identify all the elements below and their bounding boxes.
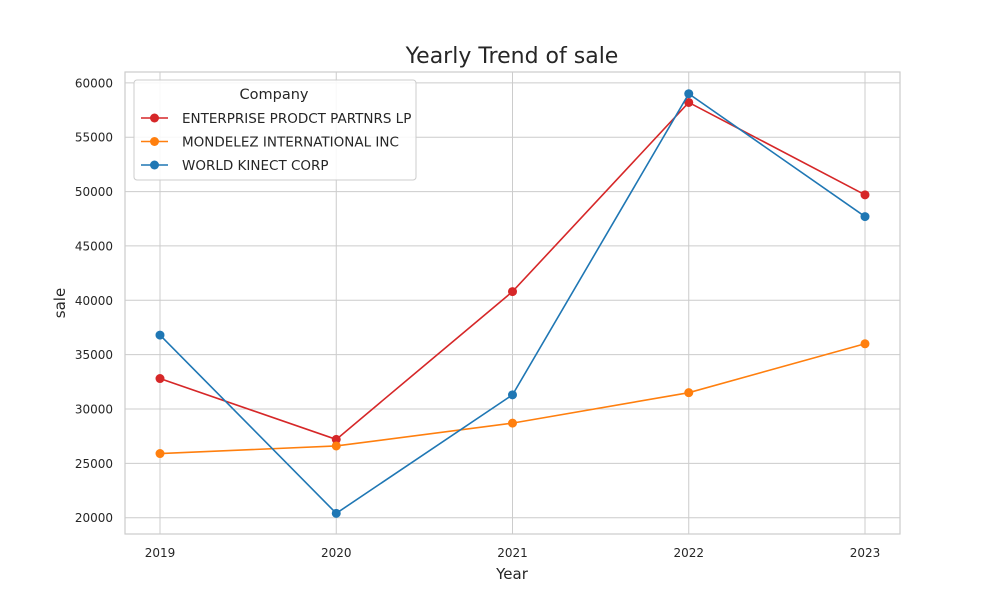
y-tick-label: 30000 bbox=[75, 402, 113, 416]
data-point bbox=[860, 339, 870, 349]
y-tick-label: 40000 bbox=[75, 294, 113, 308]
legend-label: MONDELEZ INTERNATIONAL INC bbox=[182, 135, 399, 151]
data-point bbox=[508, 390, 517, 400]
x-axis-ticks: 2019 2020 2021 2022 2023 bbox=[145, 546, 881, 560]
plot-area-frame bbox=[124, 71, 901, 535]
x-tick-label: 2022 bbox=[673, 546, 704, 560]
y-tick-label: 25000 bbox=[75, 457, 113, 471]
y-tick-label: 55000 bbox=[75, 131, 113, 145]
y-tick-label: 60000 bbox=[75, 76, 113, 90]
legend: Company ENTERPRISE PRODCT PARTNRS LP MOND… bbox=[133, 79, 417, 181]
data-point bbox=[155, 330, 165, 340]
data-point bbox=[684, 388, 694, 398]
data-point bbox=[508, 287, 517, 297]
series-2 bbox=[155, 339, 870, 459]
y-tick-label: 35000 bbox=[75, 348, 113, 362]
series-3 bbox=[155, 89, 870, 518]
data-point bbox=[155, 374, 165, 384]
legend-item: WORLD KINECT CORP bbox=[141, 158, 329, 174]
legend-item: ENTERPRISE PRODCT PARTNRS LP bbox=[141, 111, 411, 127]
data-point bbox=[331, 508, 341, 518]
data-point bbox=[860, 190, 870, 200]
data-point bbox=[508, 418, 517, 428]
legend-label: ENTERPRISE PRODCT PARTNRS LP bbox=[182, 111, 411, 127]
x-tick-label: 2020 bbox=[321, 546, 352, 560]
series-lines bbox=[155, 89, 870, 518]
x-tick-label: 2021 bbox=[497, 546, 528, 560]
series-1 bbox=[155, 97, 870, 444]
y-axis-label: sale bbox=[51, 288, 69, 318]
data-point bbox=[331, 441, 341, 451]
legend-title: Company bbox=[240, 87, 309, 103]
legend-label: WORLD KINECT CORP bbox=[182, 158, 329, 174]
chart-title: Yearly Trend of sale bbox=[405, 44, 619, 69]
data-point bbox=[155, 449, 165, 459]
legend-marker bbox=[150, 160, 159, 170]
data-point bbox=[331, 434, 341, 444]
x-tick-label: 2023 bbox=[850, 546, 881, 560]
legend-items: ENTERPRISE PRODCT PARTNRS LP MONDELEZ INT… bbox=[141, 111, 411, 174]
legend-box bbox=[133, 79, 417, 181]
data-point bbox=[684, 89, 694, 99]
legend-item: MONDELEZ INTERNATIONAL INC bbox=[141, 135, 399, 151]
x-axis-label: Year bbox=[495, 565, 529, 583]
legend-marker bbox=[150, 137, 159, 146]
y-tick-label: 45000 bbox=[75, 239, 113, 253]
data-point bbox=[860, 212, 870, 222]
y-tick-label: 50000 bbox=[75, 185, 113, 199]
legend-marker bbox=[150, 113, 159, 123]
y-axis-ticks: 20000 25000 30000 35000 40000 45000 50000 55000… bbox=[75, 76, 113, 525]
grid bbox=[125, 72, 900, 534]
y-tick-label: 20000 bbox=[75, 511, 113, 525]
data-point bbox=[684, 97, 694, 107]
x-tick-label: 2019 bbox=[145, 546, 176, 560]
